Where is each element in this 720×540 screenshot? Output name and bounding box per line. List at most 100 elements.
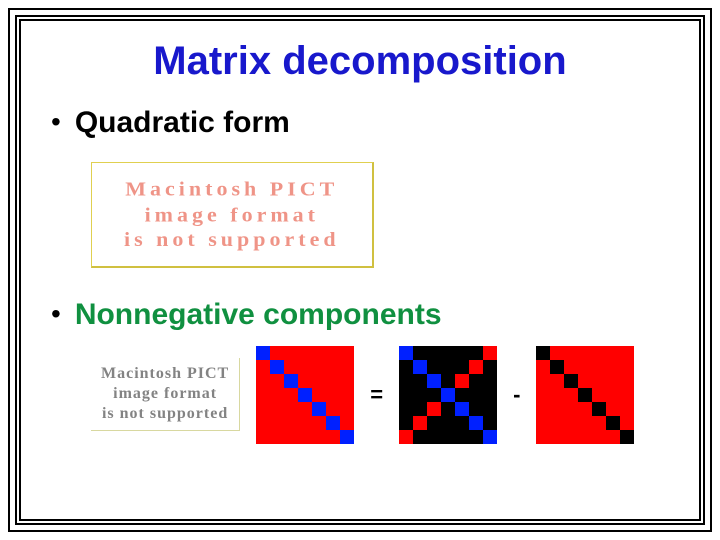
matrix-cell — [298, 416, 312, 430]
matrix-cell — [483, 346, 497, 360]
matrix-cell — [483, 360, 497, 374]
matrix-cell — [578, 360, 592, 374]
matrix-cell — [483, 430, 497, 444]
matrix-cell — [284, 360, 298, 374]
matrix-cell — [550, 430, 564, 444]
matrix-cell — [536, 416, 550, 430]
matrix-cell — [270, 346, 284, 360]
matrix-cell — [536, 388, 550, 402]
matrix-cell — [455, 388, 469, 402]
matrix-cell — [312, 402, 326, 416]
matrix-cell — [606, 346, 620, 360]
matrix-cell — [550, 416, 564, 430]
matrix-cell — [550, 360, 564, 374]
matrix-cell — [270, 402, 284, 416]
matrix-cell — [340, 346, 354, 360]
slide-inner-border: Matrix decomposition • Quadratic form Ma… — [15, 15, 705, 525]
matrix-cell — [284, 430, 298, 444]
matrix-cell — [564, 360, 578, 374]
matrix-equation-row: Macintosh PICT image format is not suppo… — [91, 346, 669, 444]
matrix-cell — [284, 388, 298, 402]
matrix-cell — [326, 360, 340, 374]
matrix-cell — [620, 346, 634, 360]
matrix-cell — [326, 346, 340, 360]
matrix-cell — [284, 346, 298, 360]
matrix-cell — [270, 416, 284, 430]
matrix-cell — [550, 402, 564, 416]
matrix-cell — [578, 416, 592, 430]
matrix-cell — [312, 416, 326, 430]
matrix-cell — [427, 402, 441, 416]
matrix-cell — [536, 430, 550, 444]
matrix-cell — [312, 430, 326, 444]
matrix-cell — [592, 360, 606, 374]
matrix-cell — [298, 388, 312, 402]
matrix-cell — [256, 374, 270, 388]
matrix-cell — [256, 360, 270, 374]
matrix-cell — [298, 430, 312, 444]
matrix-cell — [483, 374, 497, 388]
pict-line: image format — [113, 385, 217, 402]
matrix-cell — [578, 374, 592, 388]
matrix-cell — [592, 388, 606, 402]
matrix-cell — [441, 346, 455, 360]
matrix-cell — [270, 360, 284, 374]
matrix-cell — [413, 374, 427, 388]
matrix-cell — [270, 430, 284, 444]
matrix-cell — [483, 402, 497, 416]
matrix-cell — [441, 430, 455, 444]
bullet-text: Quadratic form — [75, 106, 290, 140]
matrix-cell — [326, 388, 340, 402]
matrix-cell — [564, 402, 578, 416]
matrix-cell — [284, 402, 298, 416]
matrix-cell — [564, 374, 578, 388]
pict-error-large-text: Macintosh PICT image format is not suppo… — [124, 176, 340, 252]
matrix-cell — [620, 374, 634, 388]
matrix-cell — [298, 374, 312, 388]
matrix-cell — [455, 416, 469, 430]
matrix-cell — [564, 416, 578, 430]
matrix-cell — [326, 430, 340, 444]
matrix-cell — [298, 346, 312, 360]
matrix-cell — [413, 360, 427, 374]
matrix-cell — [340, 360, 354, 374]
bullet-quadratic: • Quadratic form — [51, 106, 669, 140]
matrix-cell — [399, 346, 413, 360]
slide-title: Matrix decomposition — [51, 39, 669, 84]
matrix-cell — [483, 416, 497, 430]
matrix-cell — [536, 346, 550, 360]
matrix-cell — [578, 388, 592, 402]
matrix-cell — [606, 360, 620, 374]
matrix-cell — [550, 374, 564, 388]
matrix-cell — [399, 388, 413, 402]
matrix-cell — [592, 374, 606, 388]
matrix-cell — [564, 388, 578, 402]
matrix-cell — [340, 430, 354, 444]
matrix-cell — [620, 360, 634, 374]
matrix-cell — [564, 346, 578, 360]
matrix-cell — [455, 346, 469, 360]
matrix-cell — [606, 430, 620, 444]
pict-error-small-box: Macintosh PICT image format is not suppo… — [91, 358, 240, 431]
matrix-cell — [399, 402, 413, 416]
pict-error-large-box: Macintosh PICT image format is not suppo… — [91, 162, 374, 268]
matrix-cell — [270, 388, 284, 402]
pict-line: is not supported — [124, 228, 340, 251]
matrix-cell — [399, 360, 413, 374]
matrix-cell — [413, 388, 427, 402]
matrix-cell — [620, 402, 634, 416]
pict-error-small-text: Macintosh PICT image format is not suppo… — [101, 364, 229, 424]
matrix-cell — [620, 416, 634, 430]
pict-line: is not supported — [102, 405, 228, 422]
matrix-cell — [606, 402, 620, 416]
matrix-cell — [620, 388, 634, 402]
slide-outer-border: Matrix decomposition • Quadratic form Ma… — [8, 8, 712, 532]
matrix-cell — [578, 346, 592, 360]
matrix-cell — [298, 402, 312, 416]
matrix-cell — [564, 430, 578, 444]
matrix-cell — [413, 430, 427, 444]
bullet-nonnegative: • Nonnegative components — [51, 298, 669, 332]
matrix-cell — [399, 416, 413, 430]
pict-line: Macintosh PICT — [125, 177, 338, 200]
matrix-cell — [455, 402, 469, 416]
